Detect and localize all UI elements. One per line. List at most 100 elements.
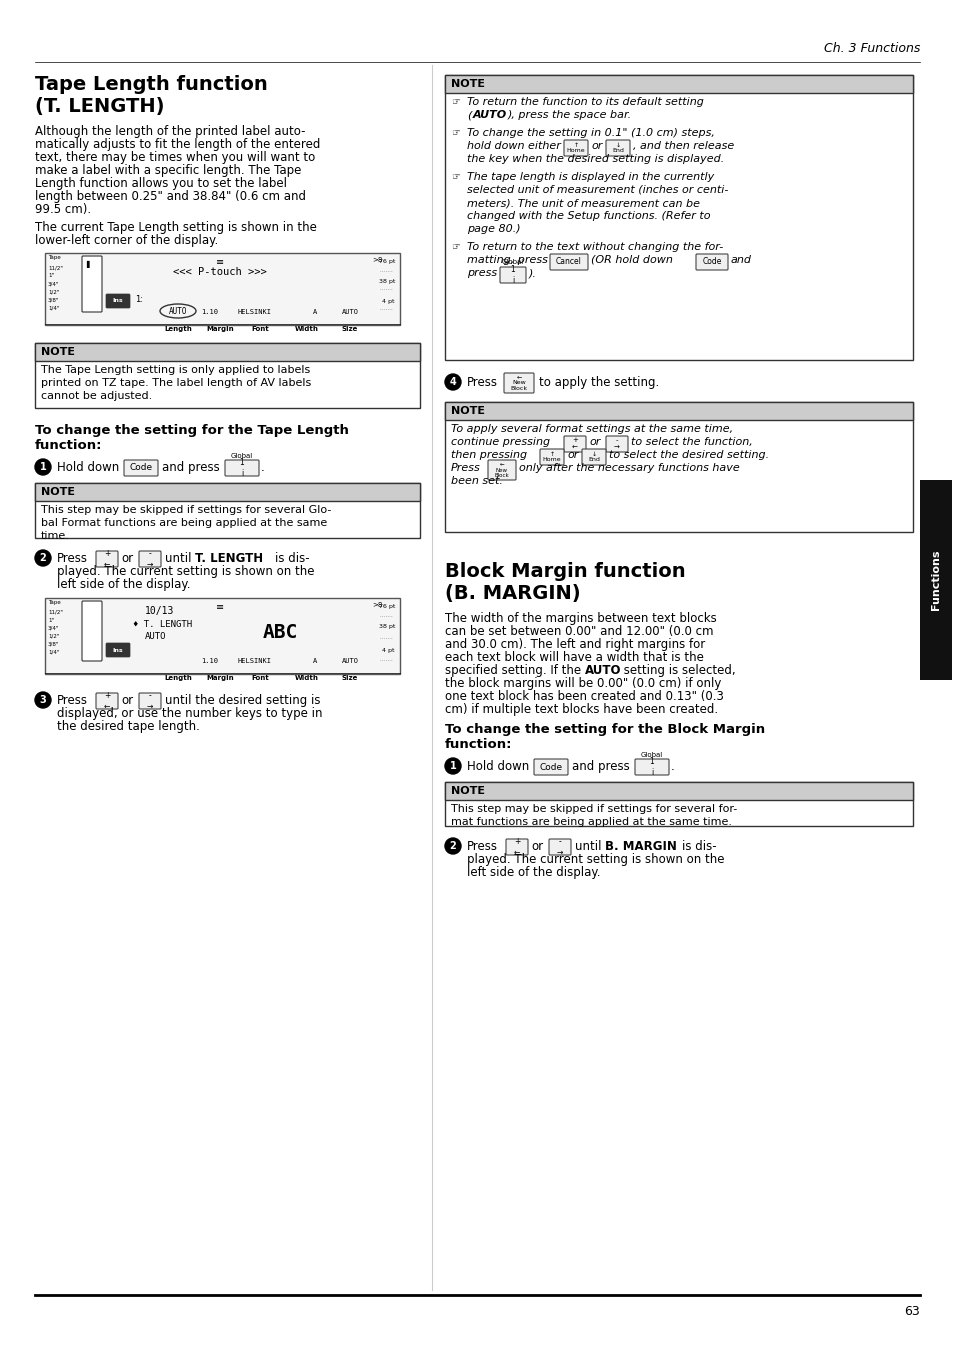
Text: cm) if multiple text blocks have been created.: cm) if multiple text blocks have been cr… xyxy=(444,704,718,716)
Text: until: until xyxy=(165,551,192,565)
FancyBboxPatch shape xyxy=(106,294,130,307)
Text: Length: Length xyxy=(164,326,192,332)
Text: AUTO: AUTO xyxy=(341,658,358,665)
Text: ABC: ABC xyxy=(262,623,297,642)
Text: text, there may be times when you will want to: text, there may be times when you will w… xyxy=(35,151,314,164)
Text: 63: 63 xyxy=(903,1305,919,1318)
Text: Ins: Ins xyxy=(112,298,123,303)
Text: Tape: Tape xyxy=(48,255,61,260)
Text: Code: Code xyxy=(538,763,562,771)
Text: To return to the text without changing the for-: To return to the text without changing t… xyxy=(467,243,722,252)
Text: Length function allows you to set the label: Length function allows you to set the la… xyxy=(35,177,287,190)
FancyBboxPatch shape xyxy=(696,253,727,270)
Text: 3: 3 xyxy=(40,696,47,705)
Text: Size: Size xyxy=(341,326,357,332)
FancyBboxPatch shape xyxy=(225,460,258,476)
Text: 11/2": 11/2" xyxy=(48,266,63,270)
Text: Hold down: Hold down xyxy=(57,461,119,474)
Text: bal Format functions are being applied at the same: bal Format functions are being applied a… xyxy=(41,518,327,528)
Text: The current Tape Length setting is shown in the: The current Tape Length setting is shown… xyxy=(35,221,316,235)
Text: matting, press: matting, press xyxy=(467,255,547,266)
Text: 11/2": 11/2" xyxy=(48,611,63,615)
Text: and press: and press xyxy=(572,760,629,772)
FancyBboxPatch shape xyxy=(548,838,571,855)
Text: <<< P-touch >>>: <<< P-touch >>> xyxy=(172,267,267,276)
Text: 76 pt: 76 pt xyxy=(378,604,395,609)
Text: continue pressing: continue pressing xyxy=(451,437,550,448)
Text: Width: Width xyxy=(294,326,318,332)
Text: left side of the display.: left side of the display. xyxy=(57,578,191,590)
Text: (: ( xyxy=(467,111,471,120)
Text: until the desired setting is: until the desired setting is xyxy=(165,694,320,706)
Text: A: A xyxy=(313,309,316,315)
Text: ).: ). xyxy=(529,268,537,278)
Text: Length: Length xyxy=(164,675,192,681)
Text: each text block will have a width that is the: each text block will have a width that i… xyxy=(444,651,703,665)
Text: to select the desired setting.: to select the desired setting. xyxy=(608,450,768,460)
Text: >8: >8 xyxy=(372,603,382,608)
Text: 1
i: 1 i xyxy=(510,266,515,284)
Text: Tape Length function: Tape Length function xyxy=(35,75,268,94)
Text: Press: Press xyxy=(57,551,88,565)
Text: Although the length of the printed label auto-: Although the length of the printed label… xyxy=(35,125,305,137)
Text: 99.5 cm).: 99.5 cm). xyxy=(35,204,91,216)
Text: ), press the space bar.: ), press the space bar. xyxy=(507,111,632,120)
Text: Ins: Ins xyxy=(112,647,123,652)
Text: 1: 1 xyxy=(449,762,456,771)
Text: ≡: ≡ xyxy=(215,257,224,267)
Text: meters). The unit of measurement can be: meters). The unit of measurement can be xyxy=(467,198,700,208)
Text: 1": 1" xyxy=(48,617,54,623)
Text: until: until xyxy=(575,840,601,853)
Bar xyxy=(45,599,399,674)
Text: ↓
End: ↓ End xyxy=(587,452,599,462)
Text: (B. MARGIN): (B. MARGIN) xyxy=(444,584,580,603)
Text: AUTO: AUTO xyxy=(341,309,358,315)
Bar xyxy=(444,782,912,826)
Text: A: A xyxy=(313,658,316,665)
Text: lower-left corner of the display.: lower-left corner of the display. xyxy=(35,235,218,247)
Text: The tape length is displayed in the currently: The tape length is displayed in the curr… xyxy=(467,173,714,182)
Text: +
←: + ← xyxy=(104,692,111,710)
Bar xyxy=(45,253,399,325)
Text: Ch. 3 Functions: Ch. 3 Functions xyxy=(822,42,919,55)
Text: (T. LENGTH): (T. LENGTH) xyxy=(35,97,164,116)
Text: 1
i: 1 i xyxy=(239,458,244,477)
Bar xyxy=(444,402,912,532)
Circle shape xyxy=(35,692,51,708)
Text: ≡: ≡ xyxy=(215,603,224,612)
Text: 3/4": 3/4" xyxy=(48,625,59,631)
Text: , and then release: , and then release xyxy=(633,142,734,151)
Text: 1/4": 1/4" xyxy=(48,650,59,655)
Text: ♦ T. LENGTH: ♦ T. LENGTH xyxy=(132,620,192,630)
Text: or: or xyxy=(121,694,133,706)
FancyBboxPatch shape xyxy=(503,373,534,394)
Text: Font: Font xyxy=(251,675,269,681)
Bar xyxy=(35,342,419,408)
Text: is dis-: is dis- xyxy=(681,840,716,853)
Text: or: or xyxy=(588,437,599,448)
Bar xyxy=(444,782,912,799)
Text: left side of the display.: left side of the display. xyxy=(467,865,599,879)
Text: setting is selected,: setting is selected, xyxy=(619,665,735,677)
Text: ←
New
Block: ← New Block xyxy=(494,462,509,479)
Text: Size: Size xyxy=(341,675,357,681)
Circle shape xyxy=(444,373,460,390)
Text: matically adjusts to fit the length of the entered: matically adjusts to fit the length of t… xyxy=(35,137,320,151)
FancyBboxPatch shape xyxy=(139,693,161,709)
Bar xyxy=(35,342,419,361)
Text: Margin: Margin xyxy=(206,326,233,332)
Text: The Tape Length setting is only applied to labels: The Tape Length setting is only applied … xyxy=(41,365,310,375)
Text: 1/4": 1/4" xyxy=(48,305,59,310)
Text: Press: Press xyxy=(467,376,497,390)
Text: ☞: ☞ xyxy=(451,128,459,137)
Text: 4 pt: 4 pt xyxy=(382,299,395,305)
Text: or: or xyxy=(121,551,133,565)
Text: 1/2": 1/2" xyxy=(48,288,59,294)
Text: 1:: 1: xyxy=(135,295,143,305)
Text: and 30.0 cm). The left and right margins for: and 30.0 cm). The left and right margins… xyxy=(444,638,704,651)
Text: Functions: Functions xyxy=(930,550,940,611)
Text: can be set between 0.00" and 12.00" (0.0 cm: can be set between 0.00" and 12.00" (0.0… xyxy=(444,625,713,638)
Text: 1": 1" xyxy=(48,274,54,278)
Text: +
←: + ← xyxy=(514,837,519,857)
FancyBboxPatch shape xyxy=(139,551,161,568)
